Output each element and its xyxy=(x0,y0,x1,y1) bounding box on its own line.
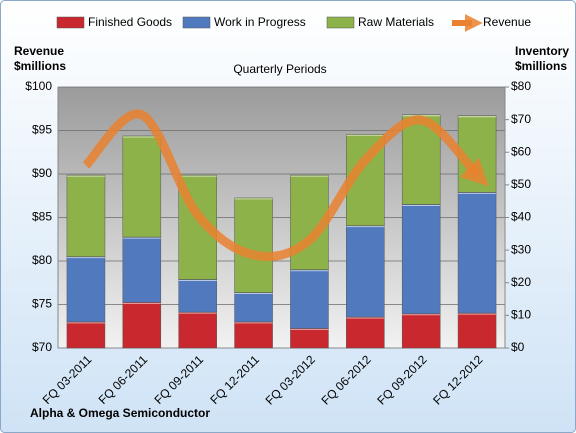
bar-segment xyxy=(122,135,162,238)
y-tick-label: $75 xyxy=(32,297,52,311)
y2-tick-label: $40 xyxy=(511,210,531,224)
bar-segment xyxy=(346,316,385,349)
y2-tick-label: $60 xyxy=(511,144,531,158)
legend-label: Work in Progress xyxy=(214,15,306,29)
bar-segment xyxy=(290,328,329,349)
y2-tick-label: $80 xyxy=(511,79,531,93)
bar-segment xyxy=(178,279,217,313)
bar-segment xyxy=(234,197,273,293)
legend-swatch xyxy=(182,16,211,29)
legend-label: Raw Materials xyxy=(358,15,434,29)
bar-segment xyxy=(66,321,106,349)
y-tick-label: $100 xyxy=(25,79,52,93)
bar-segment xyxy=(178,311,217,349)
y2-tick-label: $50 xyxy=(511,177,531,191)
subtitle: Quarterly Periods xyxy=(233,62,326,76)
bar-segment xyxy=(66,256,106,323)
bar-segment xyxy=(122,236,162,303)
legend-label: Finished Goods xyxy=(88,15,172,29)
chart-title: Alpha & Omega Semiconductor xyxy=(30,406,210,420)
legend-swatch xyxy=(56,16,85,29)
bar-segment xyxy=(290,269,329,329)
y2-tick-label: $20 xyxy=(511,275,531,289)
bar-segment xyxy=(122,302,162,349)
y-tick-label: $95 xyxy=(32,123,52,137)
y-tick-label: $70 xyxy=(32,340,52,354)
bar-segment xyxy=(66,174,106,257)
y-axis-label: Revenue xyxy=(14,44,64,58)
bar-segment xyxy=(401,313,441,349)
y2-tick-label: $70 xyxy=(511,112,531,126)
y2-tick-label: $30 xyxy=(511,242,531,256)
bar-segment xyxy=(234,292,273,323)
legend-label: Revenue xyxy=(483,15,531,29)
y-tick-label: $90 xyxy=(32,166,52,180)
y-tick-label: $85 xyxy=(32,210,52,224)
bar-segment xyxy=(457,312,497,349)
bar-segment xyxy=(401,204,441,314)
y-tick-label: $80 xyxy=(32,253,52,267)
y2-tick-label: $10 xyxy=(511,308,531,322)
bar-segment xyxy=(234,321,273,349)
bar-segment xyxy=(457,192,497,314)
y-axis-label: $millions xyxy=(14,59,66,73)
y2-tick-label: $0 xyxy=(511,340,525,354)
y2-axis-label: $millions xyxy=(515,59,567,73)
revenue-line xyxy=(82,109,489,262)
bar-segment xyxy=(346,225,385,318)
y2-axis-label: Inventory xyxy=(515,44,569,58)
legend-swatch xyxy=(326,16,355,29)
